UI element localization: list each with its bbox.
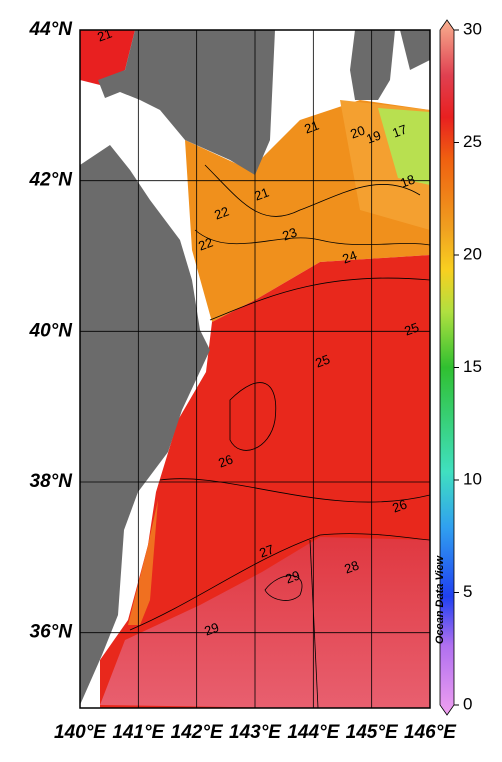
plot-frame — [79, 29, 431, 709]
x-tick-label: 145°E — [346, 722, 399, 743]
land — [80, 145, 210, 705]
colorbar-tick-label: 20 — [463, 244, 482, 263]
contour-label: 17 — [390, 121, 409, 140]
contour-label: 28 — [342, 557, 361, 576]
contour-label: 27 — [257, 541, 276, 560]
contour-label: 21 — [302, 117, 321, 136]
x-tick-label: 141°E — [112, 722, 165, 743]
land — [98, 30, 275, 175]
ocean-orange-coast — [128, 500, 158, 625]
contour-label: 22 — [196, 234, 215, 253]
x-tick-label: 142°E — [171, 722, 224, 743]
colorbar-tick-label: 30 — [463, 19, 482, 38]
contour — [194, 229, 430, 246]
contour-label: 22 — [212, 203, 231, 222]
colorbar-tick-label: 0 — [463, 694, 472, 713]
contour — [204, 164, 421, 217]
colorbar-tick-label: 15 — [463, 357, 482, 376]
y-tick-label: 42°N — [29, 170, 74, 191]
colorbar-tick-label: 25 — [463, 132, 482, 151]
contour-label: 21 — [95, 25, 114, 44]
contour-label: 19 — [364, 127, 383, 146]
land — [400, 30, 430, 70]
contour-label: 23 — [280, 224, 299, 243]
contour — [309, 539, 319, 708]
y-tick-label: 38°N — [30, 471, 74, 492]
x-tick-label: 143°E — [229, 722, 282, 743]
colorbar-tick-label: 5 — [463, 582, 472, 601]
contour — [229, 382, 277, 451]
contour — [209, 277, 430, 321]
colorbar-tick-label: 10 — [463, 469, 482, 488]
contour-label: 26 — [216, 451, 235, 470]
contour-label: 25 — [313, 351, 332, 370]
contour-label: 24 — [340, 247, 359, 266]
contour-label: 29 — [202, 619, 221, 638]
contour — [159, 478, 430, 503]
land — [350, 30, 395, 100]
x-tick-label: 140°E — [54, 722, 107, 743]
contour-label: 20 — [348, 122, 367, 141]
contour — [129, 533, 430, 631]
x-tick-label: 144°E — [287, 722, 340, 743]
y-tick-label: 36°N — [30, 622, 74, 643]
watermark: Ocean Data View — [434, 554, 446, 644]
ocean-red-north — [80, 30, 135, 85]
y-tick-label: 44°N — [29, 19, 74, 40]
y-tick-label: 40°N — [29, 320, 74, 341]
contour-label: 26 — [390, 496, 409, 515]
contour — [264, 575, 303, 601]
contour-label: 21 — [252, 184, 271, 203]
contour-label: 18 — [398, 171, 417, 190]
contour-label: 25 — [402, 319, 421, 338]
ocean-green — [378, 108, 430, 185]
ocean-pink — [100, 537, 430, 708]
contour-label: 29 — [283, 567, 302, 586]
x-tick-label: 146°E — [404, 722, 457, 743]
